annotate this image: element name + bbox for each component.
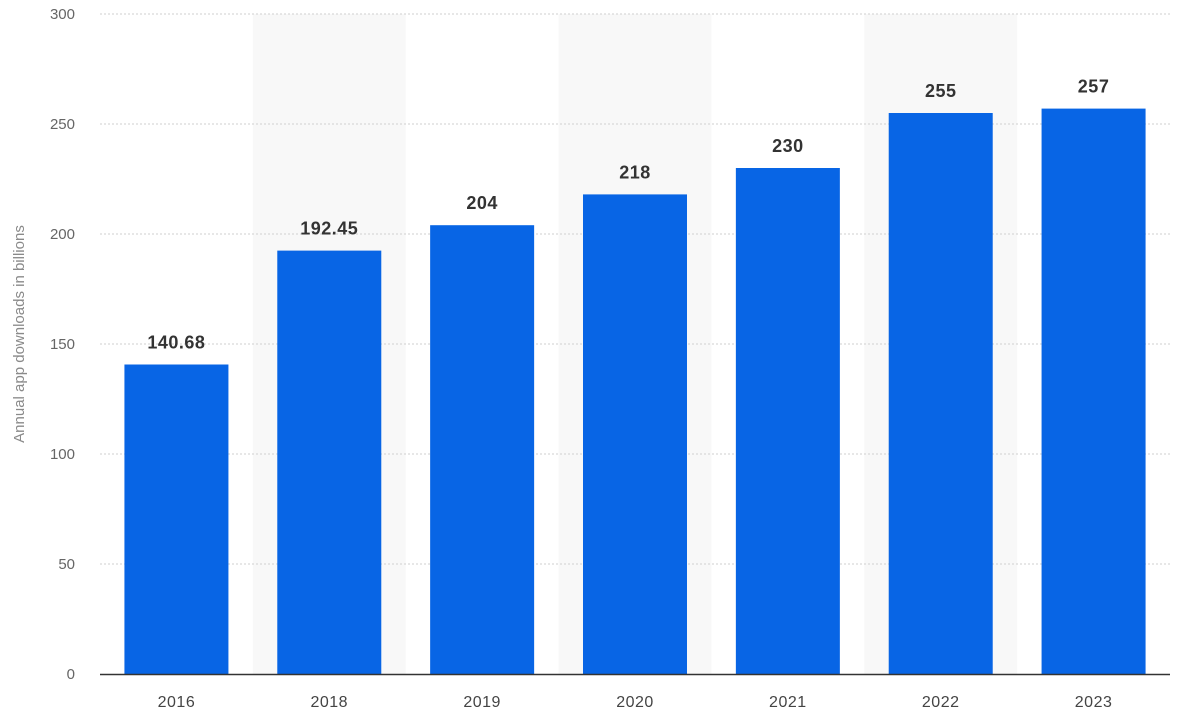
data-label-2021: 230 bbox=[772, 136, 804, 156]
data-label-2016: 140.68 bbox=[147, 333, 205, 353]
bar-2019[interactable] bbox=[430, 225, 535, 674]
y-tick-label-150: 150 bbox=[50, 336, 75, 353]
bar-2016[interactable] bbox=[124, 364, 229, 674]
data-label-2020: 218 bbox=[619, 162, 651, 182]
y-tick-label-50: 50 bbox=[58, 556, 75, 573]
y-tick-label-250: 250 bbox=[50, 116, 75, 133]
x-tick-label-2016: 2016 bbox=[158, 694, 196, 711]
bar-2020[interactable] bbox=[583, 194, 687, 674]
x-tick-label-2021: 2021 bbox=[769, 694, 807, 711]
data-label-2022: 255 bbox=[925, 81, 957, 101]
x-axis-ticks: 2016 2018 2019 2020 2021 2022 2023 bbox=[158, 694, 1113, 711]
data-label-2023: 257 bbox=[1078, 77, 1110, 97]
x-tick-label-2023: 2023 bbox=[1075, 694, 1113, 711]
bar-2021[interactable] bbox=[735, 168, 840, 674]
x-tick-label-2022: 2022 bbox=[922, 694, 960, 711]
x-tick-label-2018: 2018 bbox=[310, 694, 348, 711]
y-axis-ticks: 0 50 100 150 200 250 300 bbox=[50, 6, 75, 683]
data-labels: 140.68 192.45 204 218 230 255 257 bbox=[147, 77, 1110, 353]
y-axis-title: Annual app downloads in billions bbox=[11, 225, 28, 443]
y-tick-label-100: 100 bbox=[50, 446, 75, 463]
bar-2018[interactable] bbox=[277, 250, 382, 675]
y-tick-label-0: 0 bbox=[67, 666, 75, 683]
y-tick-label-300: 300 bbox=[50, 6, 75, 23]
data-label-2018: 192.45 bbox=[300, 219, 358, 239]
bar-2022[interactable] bbox=[888, 113, 993, 674]
x-tick-label-2019: 2019 bbox=[463, 694, 501, 711]
bars bbox=[124, 108, 1146, 675]
y-tick-label-200: 200 bbox=[50, 226, 75, 243]
bar-2023[interactable] bbox=[1041, 108, 1146, 675]
x-tick-label-2020: 2020 bbox=[616, 694, 654, 711]
data-label-2019: 204 bbox=[466, 193, 498, 213]
